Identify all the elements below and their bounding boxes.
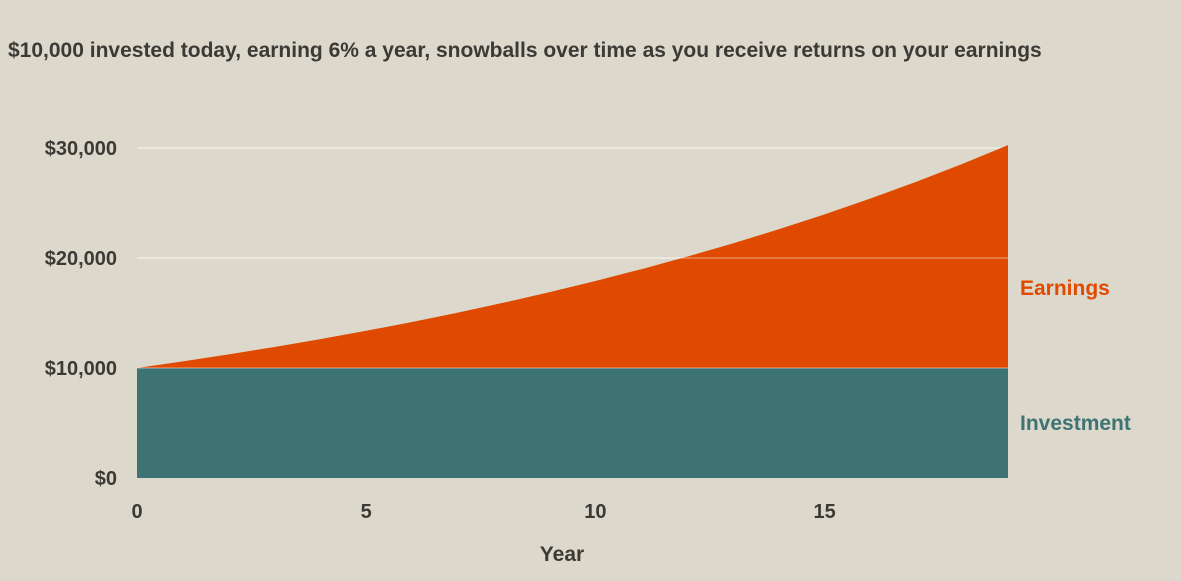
plot-area: [137, 145, 1008, 478]
x-tick-label: 5: [361, 501, 372, 523]
x-axis-label: Year: [540, 543, 584, 566]
x-tick-label: 10: [584, 501, 606, 523]
y-tick-label: $10,000: [45, 358, 117, 380]
y-axis: $0 $10,000 $20,000 $30,000: [45, 138, 117, 490]
x-tick-label: 0: [131, 501, 142, 523]
y-tick-label: $0: [95, 468, 117, 490]
y-tick-label: $20,000: [45, 248, 117, 270]
investment-label: Investment: [1020, 412, 1131, 435]
x-axis: 0 5 10 15: [131, 501, 835, 523]
series-labels: Investment Earnings: [1020, 277, 1131, 435]
investment-area: [137, 368, 1008, 478]
earnings-area: [137, 145, 1008, 368]
y-tick-label: $30,000: [45, 138, 117, 160]
x-tick-label: 15: [814, 501, 836, 523]
earnings-label: Earnings: [1020, 277, 1110, 300]
chart-title: $10,000 invested today, earning 6% a yea…: [8, 39, 1042, 62]
